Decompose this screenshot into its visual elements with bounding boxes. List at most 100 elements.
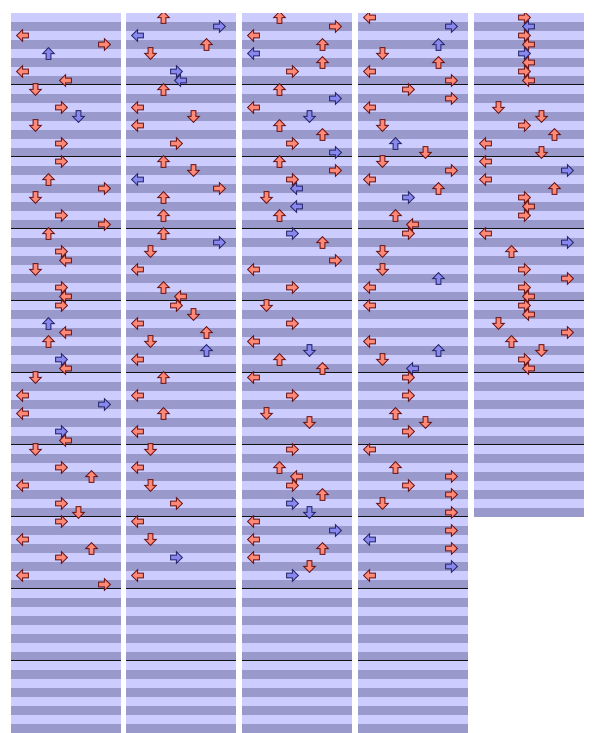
down-arrow-icon [534,146,549,160]
down-arrow-icon [186,308,201,322]
beat-band [474,481,584,490]
right-arrow-note [518,208,532,223]
up-arrow-icon [156,82,171,96]
left-arrow-note [58,289,72,304]
right-arrow-icon [55,136,69,151]
right-arrow-note [170,64,184,79]
up-arrow-icon [431,55,446,69]
down-arrow-note [259,407,274,421]
left-arrow-icon [362,13,376,25]
right-arrow-icon [98,217,112,232]
down-arrow-note [534,146,549,160]
right-arrow-icon [561,163,575,178]
up-arrow-note [41,46,56,60]
up-arrow-note [272,208,287,222]
beat-band [358,598,468,607]
left-arrow-note [362,280,376,295]
up-arrow-note [156,406,171,420]
beat-band [126,463,236,472]
right-arrow-icon [518,298,532,313]
right-arrow-icon [329,253,343,268]
beat-band [11,337,121,346]
right-arrow-icon [561,271,575,286]
beat-band [358,499,468,508]
down-arrow-note [375,353,390,367]
up-arrow-note [272,13,287,24]
down-arrow-icon [375,353,390,367]
left-arrow-icon [58,289,72,304]
measure-line [242,660,352,661]
right-arrow-note [518,352,532,367]
down-arrow-icon [259,407,274,421]
left-arrow-note [362,442,376,457]
chart-column-1 [11,13,121,733]
up-arrow-icon [272,82,287,96]
beat-band [11,58,121,67]
up-arrow-icon [504,244,519,258]
right-arrow-note [286,442,300,457]
beat-band [242,292,352,301]
left-arrow-icon [246,514,260,529]
beat-band [242,715,352,724]
left-arrow-note [130,424,144,439]
beat-band [11,274,121,283]
left-arrow-note [521,361,535,376]
beat-band [126,526,236,535]
up-arrow-note [156,280,171,294]
beat-band [242,589,352,598]
right-arrow-note [55,208,69,223]
beat-band [358,526,468,535]
right-arrow-note [55,460,69,475]
down-arrow-note [302,506,317,520]
left-arrow-note [130,460,144,475]
right-arrow-icon [518,190,532,205]
beat-band [358,463,468,472]
beat-band [11,670,121,679]
left-arrow-note [130,514,144,529]
beat-band [358,112,468,121]
measure-line [358,444,468,445]
measure-line [358,516,468,517]
beat-band [358,625,468,634]
down-arrow-icon [375,119,390,133]
down-arrow-icon [534,110,549,124]
right-arrow-icon [518,118,532,133]
beat-band [358,472,468,481]
beat-band [11,400,121,409]
down-arrow-icon [302,416,317,430]
beat-band [358,157,468,166]
down-arrow-icon [375,497,390,511]
beat-band [242,337,352,346]
beat-band [11,130,121,139]
left-arrow-note [246,370,260,385]
left-arrow-icon [405,217,419,232]
left-arrow-note [58,253,72,268]
up-arrow-note [388,136,403,150]
beat-band [126,121,236,130]
right-arrow-note [561,325,575,340]
right-arrow-icon [329,145,343,160]
beat-band [474,130,584,139]
beat-band [474,400,584,409]
beat-band [126,283,236,292]
beat-band [358,121,468,130]
beat-band [242,679,352,688]
beat-band [474,247,584,256]
up-arrow-note [315,235,330,249]
up-arrow-icon [84,541,99,555]
beat-band [358,670,468,679]
beat-band [11,13,121,22]
beat-band [126,688,236,697]
right-arrow-note [402,370,416,385]
left-arrow-note [130,352,144,367]
right-arrow-icon [402,424,416,439]
up-arrow-note [272,460,287,474]
right-arrow-icon [402,388,416,403]
beat-band [126,400,236,409]
left-arrow-icon [521,55,535,70]
beat-band [11,193,121,202]
beat-band [242,490,352,499]
up-arrow-note [272,154,287,168]
left-arrow-icon [289,469,303,484]
beat-band [242,607,352,616]
